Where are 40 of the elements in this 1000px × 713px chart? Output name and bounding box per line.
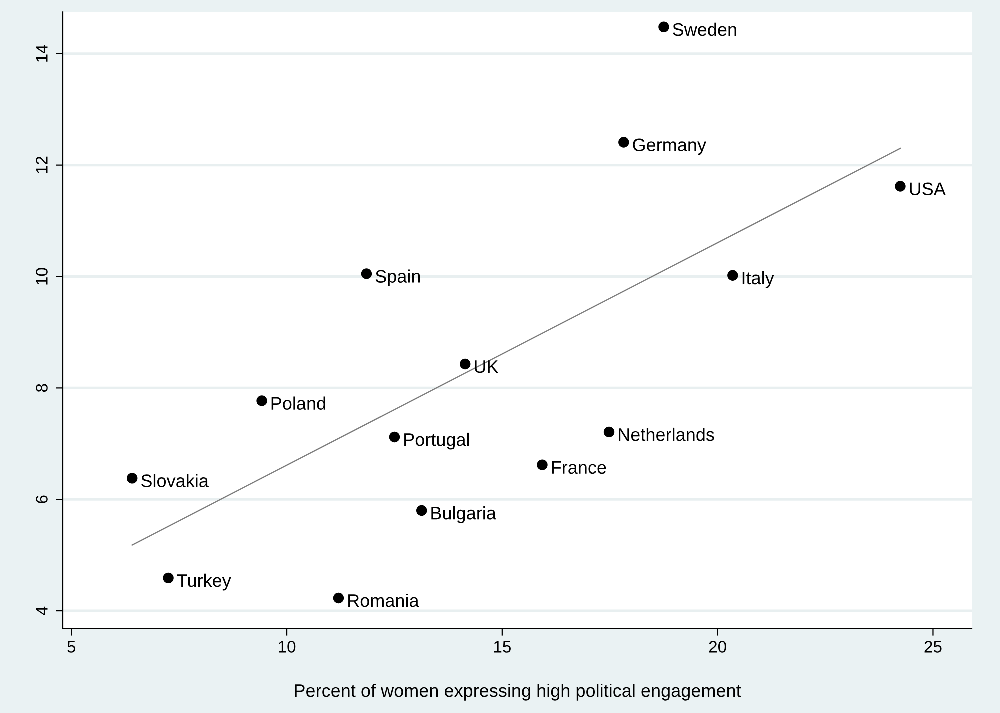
x-tick-label: 5 xyxy=(68,641,76,653)
y-tick-label: 8 xyxy=(36,384,48,392)
x-tick-label: 20 xyxy=(709,641,726,653)
x-tick-label: 15 xyxy=(494,641,511,653)
point xyxy=(361,268,372,280)
point xyxy=(163,572,174,584)
annotation: Germany xyxy=(633,138,706,156)
point xyxy=(333,592,344,604)
point xyxy=(389,432,400,443)
point xyxy=(127,473,138,484)
point xyxy=(460,358,471,370)
point xyxy=(618,137,630,148)
annotation: Italy xyxy=(742,271,774,288)
point xyxy=(895,181,906,192)
annotation: Portugal xyxy=(404,432,470,450)
y-tick-label: 4 xyxy=(36,606,48,616)
annotation: Slovakia xyxy=(142,474,209,488)
annotation: Sweden xyxy=(673,22,736,36)
point xyxy=(256,396,268,406)
x-tick-label: 25 xyxy=(924,641,942,653)
annotation: UK xyxy=(475,360,499,374)
point xyxy=(537,460,548,470)
point xyxy=(658,22,670,33)
y-tick-label: 14 xyxy=(36,45,48,62)
annotation: Poland xyxy=(272,396,326,410)
point xyxy=(728,270,738,281)
annotation: France xyxy=(552,461,606,474)
annotation: Netherlands xyxy=(619,428,714,442)
annotation: USA xyxy=(910,182,946,196)
annotation: Turkey xyxy=(177,574,232,591)
y-tick-label: 6 xyxy=(36,496,48,504)
point xyxy=(604,426,615,438)
y-tick-label: 12 xyxy=(36,156,48,174)
annotation: Romania xyxy=(348,594,420,608)
annotation: Spain xyxy=(376,270,420,287)
x-axis-title: Percent of women expressing high political engagement xyxy=(295,684,742,701)
x-tick-label: 10 xyxy=(279,641,296,653)
annotation: Bulgaria xyxy=(432,506,496,524)
point xyxy=(416,505,428,516)
y-tick-label: 10 xyxy=(36,268,48,285)
